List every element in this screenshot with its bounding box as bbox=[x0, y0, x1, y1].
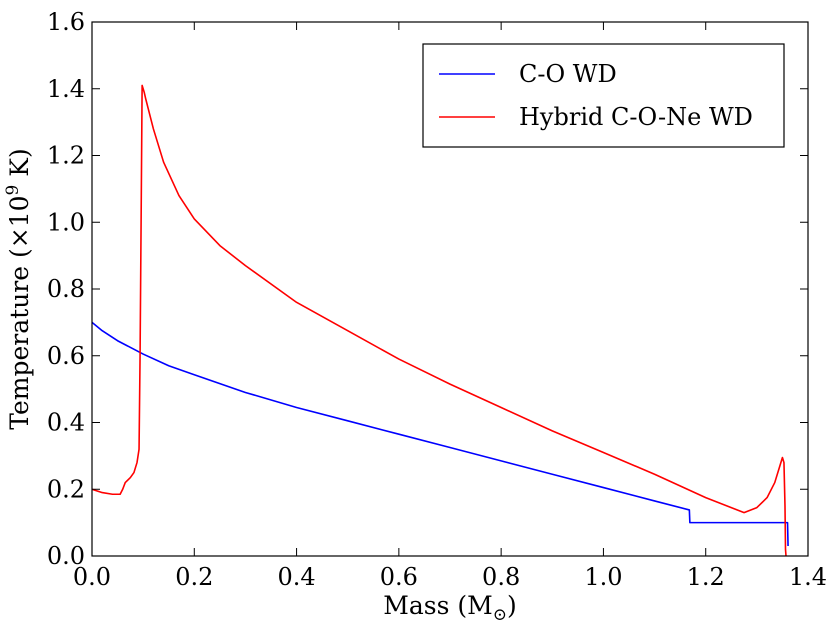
y-tick-label: 1.6 bbox=[47, 8, 85, 36]
x-tick-label: 1.0 bbox=[584, 563, 622, 591]
x-axis-label-sub: ⊙ bbox=[493, 605, 507, 625]
y-axis-label-close: K) bbox=[5, 148, 34, 184]
x-tick-label: 0.2 bbox=[175, 563, 213, 591]
y-tick-label: 0.2 bbox=[47, 475, 85, 503]
y-tick-label: 0.8 bbox=[47, 275, 85, 303]
ticks-layer: 0.0 0.2 0.4 0.6 0.8 1.0 1.2 1.4 0.0 0.2 0.4 0.6 0.8 1… bbox=[47, 8, 827, 591]
y-tick-label: 0.4 bbox=[47, 409, 85, 437]
x-tick-label: 0.0 bbox=[73, 563, 111, 591]
plot-layer bbox=[92, 84, 789, 556]
series-line-hybrid-wd bbox=[92, 84, 787, 556]
legend-box bbox=[422, 43, 785, 148]
y-axis-label: Temperature (×109 K) bbox=[3, 148, 34, 429]
x-axis-label-main: Mass (M bbox=[383, 591, 492, 620]
y-tick-label: 0.6 bbox=[47, 342, 85, 370]
legend-label-hybrid-wd: Hybrid C-O-Ne WD bbox=[519, 103, 753, 131]
x-axis-label-close: ) bbox=[507, 591, 517, 620]
x-axis-label: Mass (M⊙) bbox=[383, 591, 516, 625]
y-axis-label-sup: 9 bbox=[3, 185, 23, 196]
y-tick-label: 0.0 bbox=[47, 542, 85, 570]
x-tick-label: 0.4 bbox=[277, 563, 315, 591]
x-tick-label: 1.4 bbox=[789, 563, 827, 591]
x-tick-label: 1.2 bbox=[687, 563, 725, 591]
series-line-co-wd bbox=[92, 321, 789, 547]
y-tick-label: 1.4 bbox=[47, 75, 85, 103]
x-tick-label: 0.6 bbox=[380, 563, 418, 591]
y-tick-label: 1.0 bbox=[47, 208, 85, 236]
y-axis-label-main: Temperature (×10 bbox=[5, 195, 34, 429]
legend: C-O WD Hybrid C-O-Ne WD bbox=[422, 43, 785, 148]
legend-label-co-wd: C-O WD bbox=[519, 60, 617, 88]
y-tick-label: 1.2 bbox=[47, 142, 85, 170]
x-tick-label: 0.8 bbox=[482, 563, 520, 591]
